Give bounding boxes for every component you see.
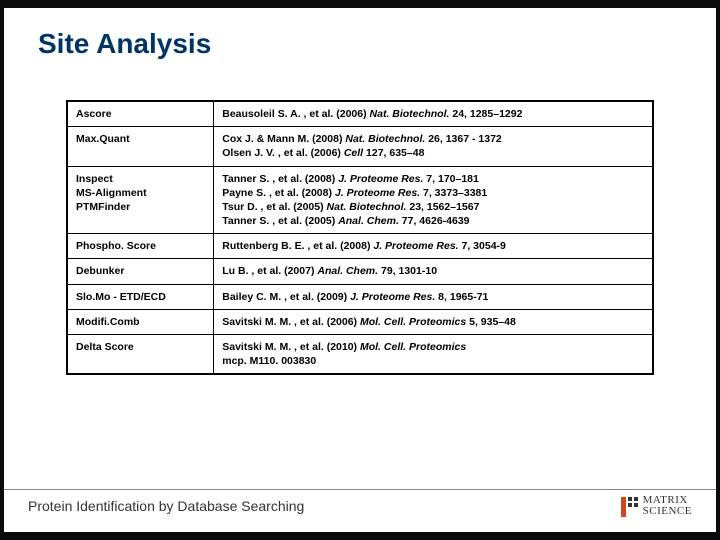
reference-line: Tanner S. , et al. (2005) Anal. Chem. 77… [222, 214, 644, 228]
reference-cell: Cox J. & Mann M. (2008) Nat. Biotechnol.… [214, 127, 653, 166]
reference-line: Payne S. , et al. (2008) J. Proteome Res… [222, 186, 644, 200]
logo-box [628, 497, 632, 501]
logo-box [628, 503, 632, 507]
journal-name: J. Proteome Res. [373, 240, 458, 252]
table-row: Inspect MS-Alignment PTMFinder Tanner S. … [68, 166, 653, 234]
logo-line2: SCIENCE [643, 506, 692, 518]
journal-name: J. Proteome Res. [335, 187, 420, 199]
journal-name: Cell [344, 147, 363, 159]
reference-cell: Bailey C. M. , et al. (2009) J. Proteome… [214, 284, 653, 309]
journal-name: Mol. Cell. Proteomics [360, 341, 466, 353]
reference-line: Tsur D. , et al. (2005) Nat. Biotechnol.… [222, 200, 644, 214]
reference-line: Lu B. , et al. (2007) Anal. Chem. 79, 13… [222, 264, 644, 278]
references-table-wrap: Ascore Beausoleil S. A. , et al. (2006) N… [66, 100, 654, 375]
table-row: Slo.Mo - ETD/ECD Bailey C. M. , et al. (2… [68, 284, 653, 309]
tool-cell: Modifi.Comb [68, 309, 214, 334]
journal-name: J. Proteome Res. [350, 291, 435, 303]
footer-text: Protein Identification by Database Searc… [28, 498, 304, 514]
reference-line: Bailey C. M. , et al. (2009) J. Proteome… [222, 290, 644, 304]
logo-icon [621, 495, 639, 517]
reference-cell: Tanner S. , et al. (2008) J. Proteome Re… [214, 166, 653, 234]
logo-bar [621, 497, 626, 517]
footer-divider [4, 489, 716, 490]
table-row: Modifi.Comb Savitski M. M. , et al. (2006… [68, 309, 653, 334]
reference-line: Cox J. & Mann M. (2008) Nat. Biotechnol.… [222, 132, 644, 146]
table-row: Delta Score Savitski M. M. , et al. (2010… [68, 334, 653, 373]
journal-name: Nat. Biotechnol. [345, 133, 425, 145]
journal-name: Nat. Biotechnol. [327, 201, 407, 213]
tool-cell: Max.Quant [68, 127, 214, 166]
journal-name: Mol. Cell. Proteomics [360, 316, 466, 328]
tool-cell: Slo.Mo - ETD/ECD [68, 284, 214, 309]
page-title: Site Analysis [38, 28, 211, 60]
journal-name: Nat. Biotechnol. [370, 108, 450, 120]
reference-cell: Lu B. , et al. (2007) Anal. Chem. 79, 13… [214, 259, 653, 284]
table-row: Phospho. Score Ruttenberg B. E. , et al. … [68, 234, 653, 259]
table-row: Debunker Lu B. , et al. (2007) Anal. Chem… [68, 259, 653, 284]
reference-line: Tanner S. , et al. (2008) J. Proteome Re… [222, 172, 644, 186]
references-table: Ascore Beausoleil S. A. , et al. (2006) N… [67, 101, 653, 374]
table-row: Ascore Beausoleil S. A. , et al. (2006) N… [68, 102, 653, 127]
reference-line: Savitski M. M. , et al. (2006) Mol. Cell… [222, 315, 644, 329]
journal-name: Anal. Chem. [338, 215, 399, 227]
matrix-science-logo: MATRIX SCIENCE [621, 495, 692, 518]
logo-box [634, 497, 638, 501]
logo-box [634, 503, 638, 507]
table-row: Max.Quant Cox J. & Mann M. (2008) Nat. Bi… [68, 127, 653, 166]
reference-line: Olsen J. V. , et al. (2006) Cell 127, 63… [222, 146, 644, 160]
journal-name: Anal. Chem. [317, 265, 378, 277]
reference-cell: Beausoleil S. A. , et al. (2006) Nat. Bi… [214, 102, 653, 127]
tool-cell: Debunker [68, 259, 214, 284]
tool-cell: Delta Score [68, 334, 214, 373]
tool-cell: Ascore [68, 102, 214, 127]
reference-line: Savitski M. M. , et al. (2010) Mol. Cell… [222, 340, 644, 368]
reference-cell: Savitski M. M. , et al. (2010) Mol. Cell… [214, 334, 653, 373]
slide-container: Site Analysis Ascore Beausoleil S. A. , e… [4, 8, 716, 532]
reference-cell: Ruttenberg B. E. , et al. (2008) J. Prot… [214, 234, 653, 259]
reference-cell: Savitski M. M. , et al. (2006) Mol. Cell… [214, 309, 653, 334]
reference-line: Ruttenberg B. E. , et al. (2008) J. Prot… [222, 239, 644, 253]
tool-cell: Phospho. Score [68, 234, 214, 259]
journal-name: J. Proteome Res. [338, 173, 423, 185]
footer: Protein Identification by Database Searc… [28, 495, 692, 518]
reference-line: Beausoleil S. A. , et al. (2006) Nat. Bi… [222, 107, 644, 121]
logo-text: MATRIX SCIENCE [643, 495, 692, 518]
tool-cell: Inspect MS-Alignment PTMFinder [68, 166, 214, 234]
